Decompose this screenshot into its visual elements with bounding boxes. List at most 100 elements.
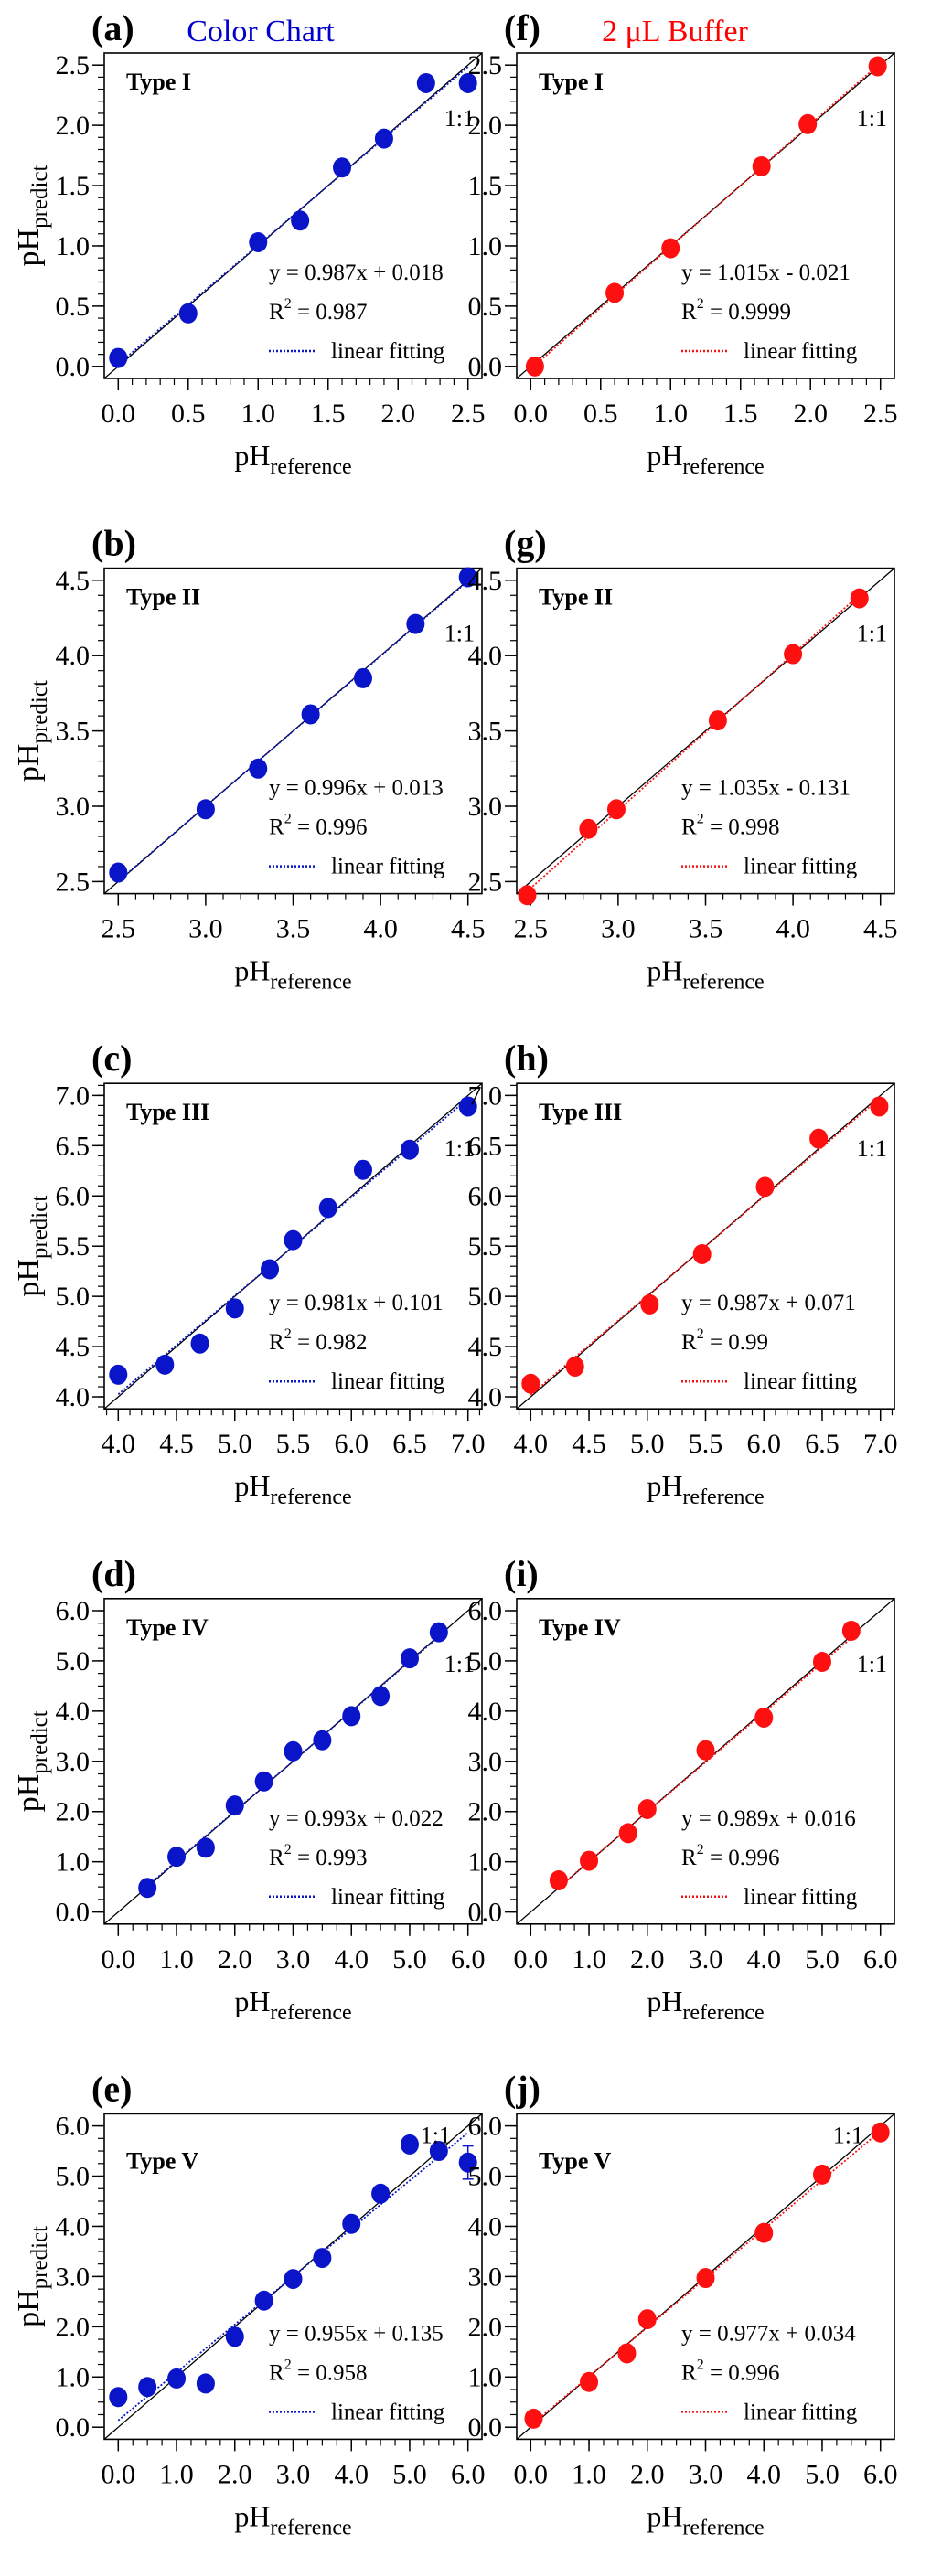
identity-label: 1:1 — [444, 1651, 475, 1677]
y-axis-label-main: pH — [12, 229, 46, 267]
r-squared: R2 = 0.958 — [269, 2357, 368, 2385]
r-squared: R2 = 0.998 — [681, 812, 780, 840]
y-tick-label: 6.0 — [468, 1181, 503, 1211]
data-point — [225, 1795, 244, 1816]
y-tick-label: 4.0 — [468, 1697, 503, 1727]
x-axis-label: pHreference — [647, 439, 764, 479]
panel-f: (f) 0.0 0.0 0.5 0.5 1.0 1.0 1.5 1.5 2.0 2.0 2.5 2.5 p… — [468, 7, 898, 479]
identity-label: 1:1 — [444, 105, 475, 132]
plot-lines — [104, 568, 482, 894]
data-point — [752, 155, 771, 176]
data-point — [868, 56, 887, 77]
data-point — [318, 1198, 337, 1219]
y-tick-label: 2.0 — [468, 1797, 503, 1827]
x-tick-label: 4.0 — [776, 914, 810, 944]
data-point — [342, 1706, 361, 1727]
data-point — [525, 356, 544, 377]
x-tick-label: 3.0 — [276, 1944, 311, 1975]
y-axis-label-sub: predict — [27, 1710, 52, 1773]
x-tick-label: 5.0 — [218, 1429, 252, 1459]
x-tick-label: 6.0 — [863, 2459, 898, 2489]
fit-equation: y = 1.015x - 0.021 — [681, 261, 851, 285]
x-tick-label: 2.0 — [630, 2459, 665, 2489]
r-squared-value: 0.996 — [728, 1846, 779, 1870]
x-tick-label: 4.0 — [334, 1944, 369, 1975]
x-tick-label: 0.0 — [102, 2459, 136, 2489]
identity-label: 1:1 — [444, 621, 475, 647]
y-axis-label: pHpredict — [12, 2226, 52, 2327]
r-squared: R2 = 0.9999 — [681, 296, 791, 325]
r-squared-symbol: R — [681, 815, 697, 840]
y-axis-label-sub: predict — [27, 680, 52, 743]
x-axis-label-main: pH — [647, 1469, 682, 1502]
r-squared-value: 0.99 — [728, 1330, 768, 1355]
x-axis-label-sub: reference — [270, 2001, 351, 2025]
x-tick-label: 2.5 — [863, 399, 898, 429]
data-point — [138, 1878, 157, 1899]
r-squared-symbol: R — [269, 1846, 284, 1870]
r-squared-symbol: R — [269, 300, 284, 325]
fit-equation: y = 1.035x - 0.131 — [681, 776, 851, 801]
legend-label: linear fitting — [744, 2400, 858, 2424]
identity-label: 1:1 — [857, 1651, 887, 1677]
panel-j: (j) 0.0 0.0 1.0 1.0 2.0 2.0 3.0 3.0 4.0 4.0 5.0 5.0 6… — [468, 2068, 898, 2539]
r-squared-eq: = — [704, 2360, 729, 2385]
data-point — [196, 1837, 215, 1858]
identity-label: 1:1 — [444, 1135, 475, 1162]
r-squared: R2 = 0.993 — [269, 1842, 368, 1870]
data-point — [254, 2290, 273, 2311]
data-point — [138, 2377, 157, 2398]
r-squared-exponent: 2 — [697, 1842, 704, 1857]
x-axis-label-sub: reference — [682, 971, 764, 995]
panel-label: (i) — [504, 1553, 539, 1594]
x-axis-label: pHreference — [234, 1985, 351, 2025]
y-tick-label: 3.0 — [468, 792, 503, 822]
y-tick-label: 2.0 — [468, 2312, 503, 2342]
y-tick-label: 3.0 — [468, 1747, 503, 1777]
data-point — [371, 1686, 391, 1707]
x-tick-label: 1.0 — [654, 399, 689, 429]
panel-label: (b) — [91, 523, 136, 564]
x-tick-label: 4.5 — [451, 914, 486, 944]
x-axis-label-sub: reference — [270, 2516, 351, 2539]
r-squared: R2 = 0.996 — [269, 812, 368, 840]
y-tick-label: 5.0 — [468, 1282, 503, 1312]
r-squared-exponent: 2 — [284, 296, 292, 312]
x-axis-label-main: pH — [234, 954, 270, 987]
y-tick-label: 3.5 — [56, 717, 91, 747]
legend-label: linear fitting — [744, 1885, 858, 1910]
y-tick-label: 6.5 — [56, 1131, 91, 1161]
x-tick-label: 0.0 — [514, 399, 549, 429]
y-tick-label: 4.0 — [468, 1382, 503, 1412]
y-tick-label: 1.0 — [56, 2362, 91, 2392]
data-point — [637, 2309, 657, 2330]
x-axis-label-main: pH — [234, 439, 270, 472]
data-point — [661, 238, 680, 259]
y-axis-label-sub: predict — [27, 1196, 52, 1259]
x-axis-label: pHreference — [234, 954, 351, 995]
panel-a: (a) 0.0 0.0 0.5 0.5 1.0 1.0 1.5 1.5 2.0 2.0 2.5 2.5 p… — [12, 7, 485, 479]
data-point — [524, 2408, 543, 2429]
y-tick-label: 6.5 — [468, 1131, 503, 1161]
y-tick-label: 6.0 — [56, 2112, 91, 2142]
data-point — [640, 1293, 659, 1315]
type-label: Type IV — [126, 1614, 209, 1641]
r-squared-symbol: R — [681, 2360, 697, 2385]
x-axis-label: pHreference — [234, 1469, 351, 1509]
x-tick-label: 1.0 — [572, 2459, 606, 2489]
x-tick-label: 1.0 — [159, 1944, 194, 1975]
r-squared-exponent: 2 — [284, 812, 292, 827]
x-axis-label: pHreference — [647, 2499, 764, 2539]
x-tick-label: 5.0 — [630, 1429, 665, 1459]
data-point — [374, 128, 393, 149]
fit-line — [526, 594, 861, 892]
y-tick-label: 5.0 — [56, 1646, 91, 1677]
panel-h: (h) 4.0 4.0 4.5 4.5 5.0 5.0 5.5 5.5 6.0 6.0 6.5 6.5 7… — [468, 1038, 898, 1509]
plot-lines — [517, 568, 894, 894]
y-tick-label: 6.0 — [56, 1181, 91, 1211]
x-axis-label-main: pH — [647, 954, 682, 987]
x-tick-label: 6.5 — [805, 1429, 840, 1459]
x-tick-label: 4.5 — [159, 1429, 194, 1459]
y-axis-label-sub: predict — [27, 2226, 52, 2289]
r-squared-exponent: 2 — [284, 1842, 292, 1857]
